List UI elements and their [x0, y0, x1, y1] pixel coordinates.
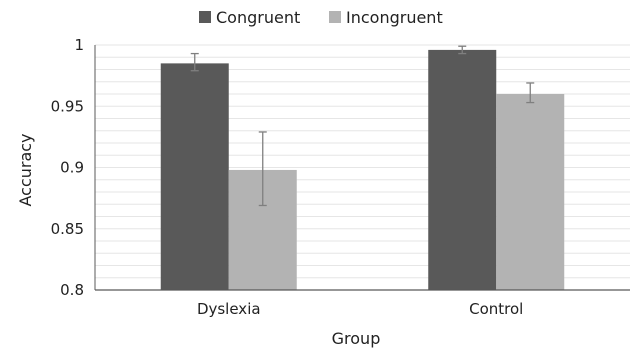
- error-bars: [190, 45, 535, 207]
- y-axis-title: Accuracy: [16, 133, 35, 206]
- x-tick-labels: Dyslexia Control: [197, 300, 523, 318]
- legend: Congruent Incongruent: [199, 8, 443, 27]
- legend-swatch-congruent: [199, 11, 211, 23]
- legend-swatch-incongruent: [329, 11, 341, 23]
- bar-congruent-dyslexia: [160, 63, 229, 290]
- bars: [160, 49, 565, 291]
- bar-incongruent-control: [496, 94, 565, 290]
- x-tick-label-dyslexia: Dyslexia: [197, 300, 261, 318]
- x-axis-title: Group: [332, 329, 381, 348]
- y-tick-label: 0.95: [51, 97, 84, 115]
- y-tick-label: 1: [74, 36, 84, 54]
- x-tick-label-control: Control: [469, 300, 523, 318]
- y-tick-label: 0.8: [60, 281, 84, 299]
- y-tick-label: 0.85: [51, 220, 84, 238]
- bar-congruent-control: [428, 49, 497, 291]
- legend-label-incongruent: Incongruent: [346, 8, 443, 27]
- axes: [94, 45, 630, 291]
- y-tick-label: 0.9: [60, 159, 84, 177]
- legend-label-congruent: Congruent: [216, 8, 300, 27]
- y-tick-labels: 0.8 0.85 0.9 0.95 1: [51, 36, 84, 299]
